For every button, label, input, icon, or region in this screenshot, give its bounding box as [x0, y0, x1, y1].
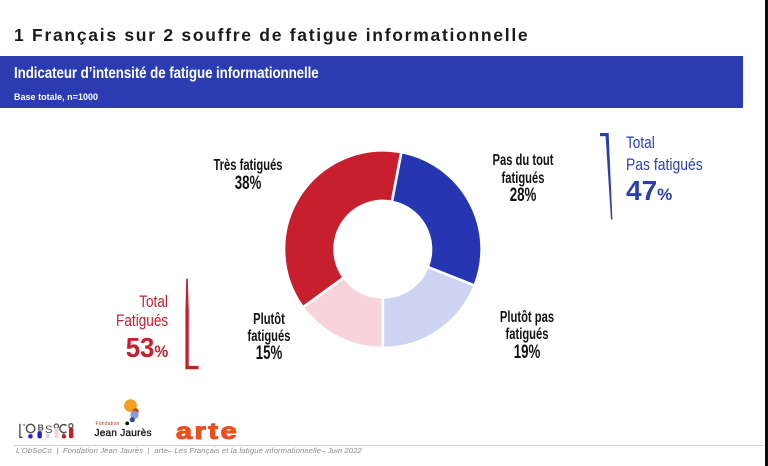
svg-text:S: S	[45, 424, 53, 436]
svg-text:B: B	[38, 422, 44, 432]
